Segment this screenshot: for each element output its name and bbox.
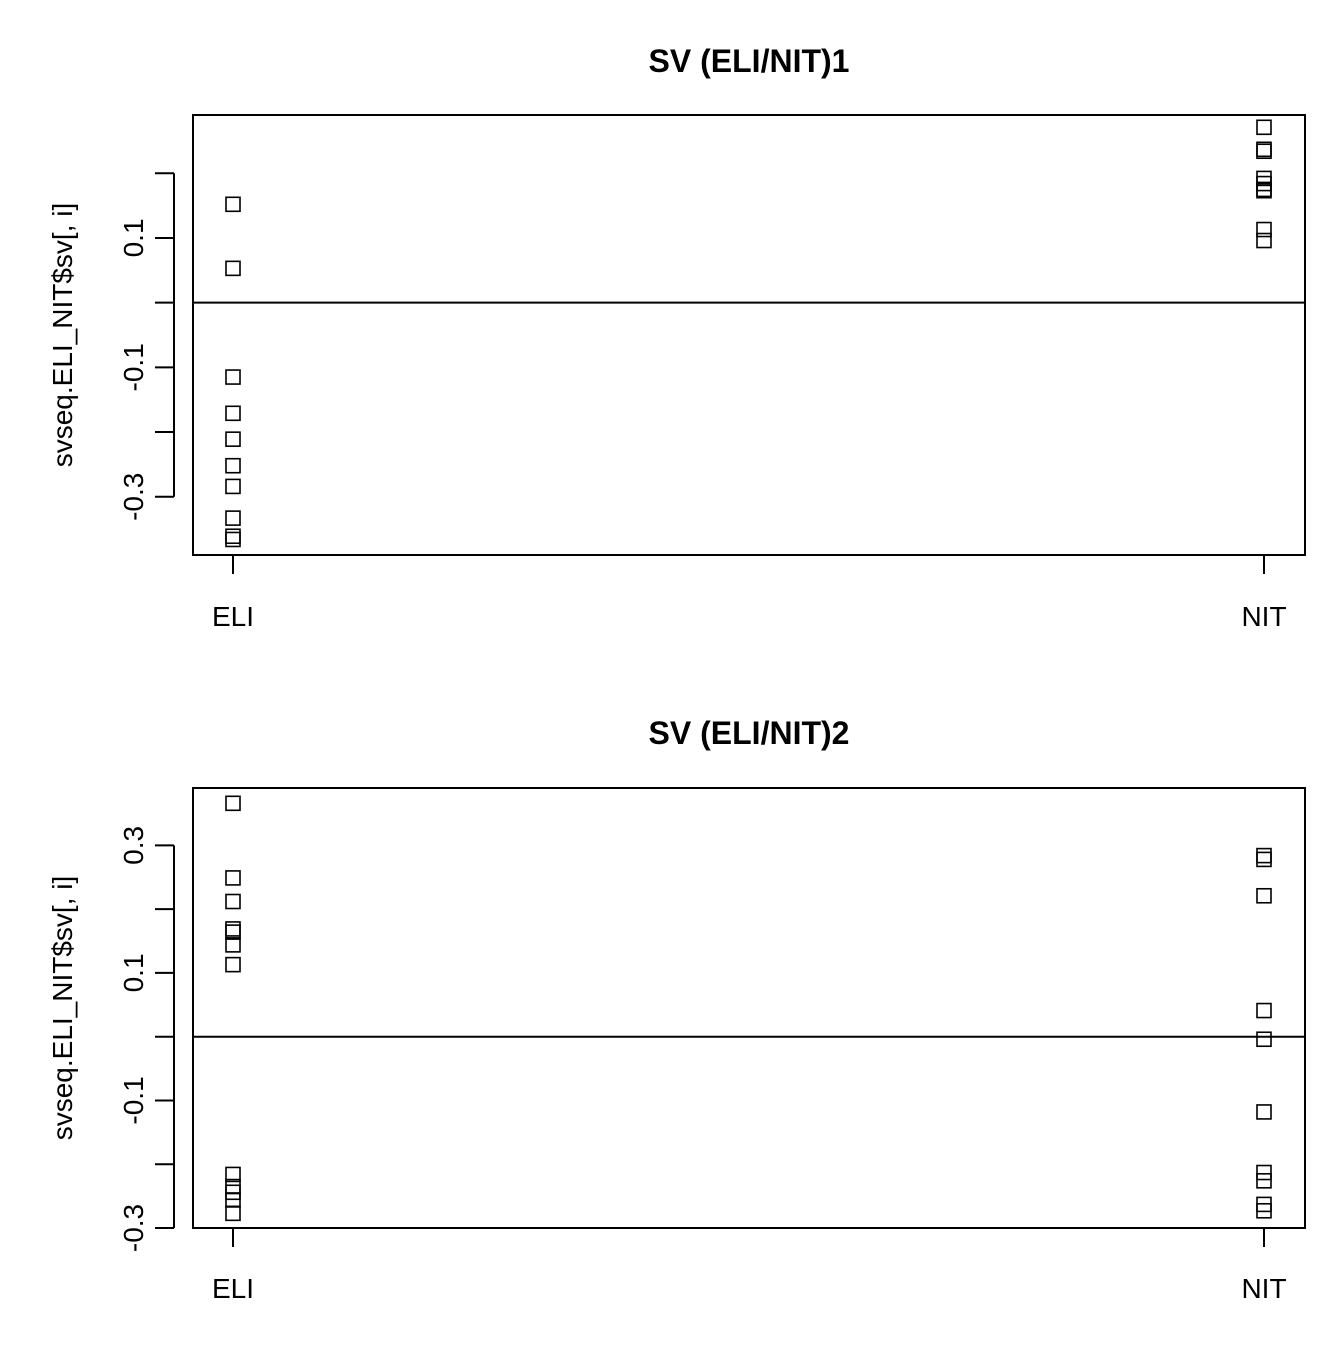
data-point: [1256, 1173, 1272, 1189]
data-point: [225, 528, 241, 545]
y-tick-label: -0.1: [118, 343, 149, 391]
data-point: [225, 478, 241, 495]
x-tick-label: ELI: [212, 1273, 254, 1304]
y-tick-label: -0.1: [118, 1076, 149, 1124]
data-point: [1256, 232, 1272, 249]
data-point: [225, 1205, 241, 1222]
x-tick-label: NIT: [1241, 1273, 1286, 1304]
plot-frame: [192, 114, 1306, 556]
x-tick-label: ELI: [212, 601, 254, 632]
data-point: [225, 431, 241, 447]
data-point: [225, 260, 241, 277]
data-point: [1256, 221, 1272, 238]
data-point: [225, 1166, 241, 1183]
data-point: [1256, 181, 1272, 198]
data-point: [1256, 143, 1272, 160]
data-point: [225, 369, 241, 385]
y-tick-label: -0.3: [118, 1204, 149, 1252]
data-point: [225, 921, 241, 937]
data-point: [225, 531, 241, 548]
data-point: [1256, 847, 1272, 864]
y-axis-label: svseq.ELI_NIT$sv[, i]: [47, 876, 78, 1141]
y-tick-label: 0.1: [118, 218, 149, 257]
data-point: [225, 956, 241, 973]
data-point: [225, 924, 241, 940]
panel-1: SV (ELI/NIT)1 -0.3 -0.1 0.1 svseq.ELI_NIT$sv…: [47, 43, 1306, 632]
data-point: [1256, 1031, 1272, 1048]
data-point: [225, 196, 241, 213]
data-point: [225, 405, 241, 422]
data-point: [1256, 1002, 1272, 1019]
data-point: [225, 457, 241, 474]
data-point: [1256, 119, 1272, 136]
data-point: [1256, 182, 1272, 199]
y-tick-label: -0.3: [118, 473, 149, 521]
data-point: [1256, 887, 1272, 904]
y-tick-label: 0.3: [118, 826, 149, 865]
y-axis-label: svseq.ELI_NIT$sv[, i]: [47, 203, 78, 468]
plot-frame: [192, 787, 1306, 1229]
chart-title: SV (ELI/NIT)1: [649, 43, 850, 79]
data-point: [1256, 1202, 1272, 1219]
data-point: [225, 870, 241, 886]
data-point: [1256, 851, 1272, 868]
data-point: [1256, 1104, 1272, 1120]
data-point: [225, 893, 241, 910]
x-tick-label: NIT: [1241, 601, 1286, 632]
panel-2: SV (ELI/NIT)2 -0.3 -0.1 0.1 0.3 svseq.ELI_NIT…: [47, 715, 1306, 1304]
data-point: [225, 795, 241, 812]
data-point: [225, 937, 241, 953]
chart-title: SV (ELI/NIT)2: [649, 715, 850, 751]
data-point: [225, 510, 241, 526]
data-point: [1256, 1164, 1272, 1181]
y-tick-label: 0.1: [118, 953, 149, 992]
